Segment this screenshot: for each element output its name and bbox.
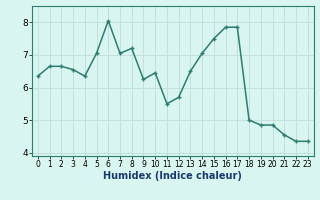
X-axis label: Humidex (Indice chaleur): Humidex (Indice chaleur)	[103, 171, 242, 181]
